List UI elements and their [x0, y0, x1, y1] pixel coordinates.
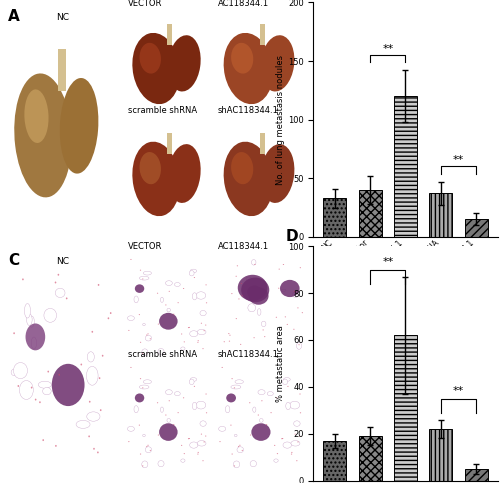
- Text: C: C: [8, 253, 19, 268]
- Bar: [323, 440, 346, 481]
- Bar: [323, 198, 346, 237]
- Text: **: **: [382, 257, 394, 267]
- Text: **: **: [382, 44, 394, 54]
- Bar: [358, 190, 382, 237]
- Bar: [358, 436, 382, 481]
- Text: A: A: [8, 10, 20, 25]
- Bar: [465, 469, 488, 481]
- Y-axis label: No. of lung metastasis nodules: No. of lung metastasis nodules: [276, 55, 285, 185]
- Text: **: **: [453, 156, 464, 165]
- Y-axis label: % metastatic area: % metastatic area: [276, 325, 285, 402]
- Text: **: **: [453, 386, 464, 396]
- Bar: [394, 96, 417, 237]
- Bar: [430, 429, 452, 481]
- Bar: [465, 219, 488, 237]
- Bar: [430, 194, 452, 237]
- Text: D: D: [286, 229, 298, 244]
- Bar: [394, 335, 417, 481]
